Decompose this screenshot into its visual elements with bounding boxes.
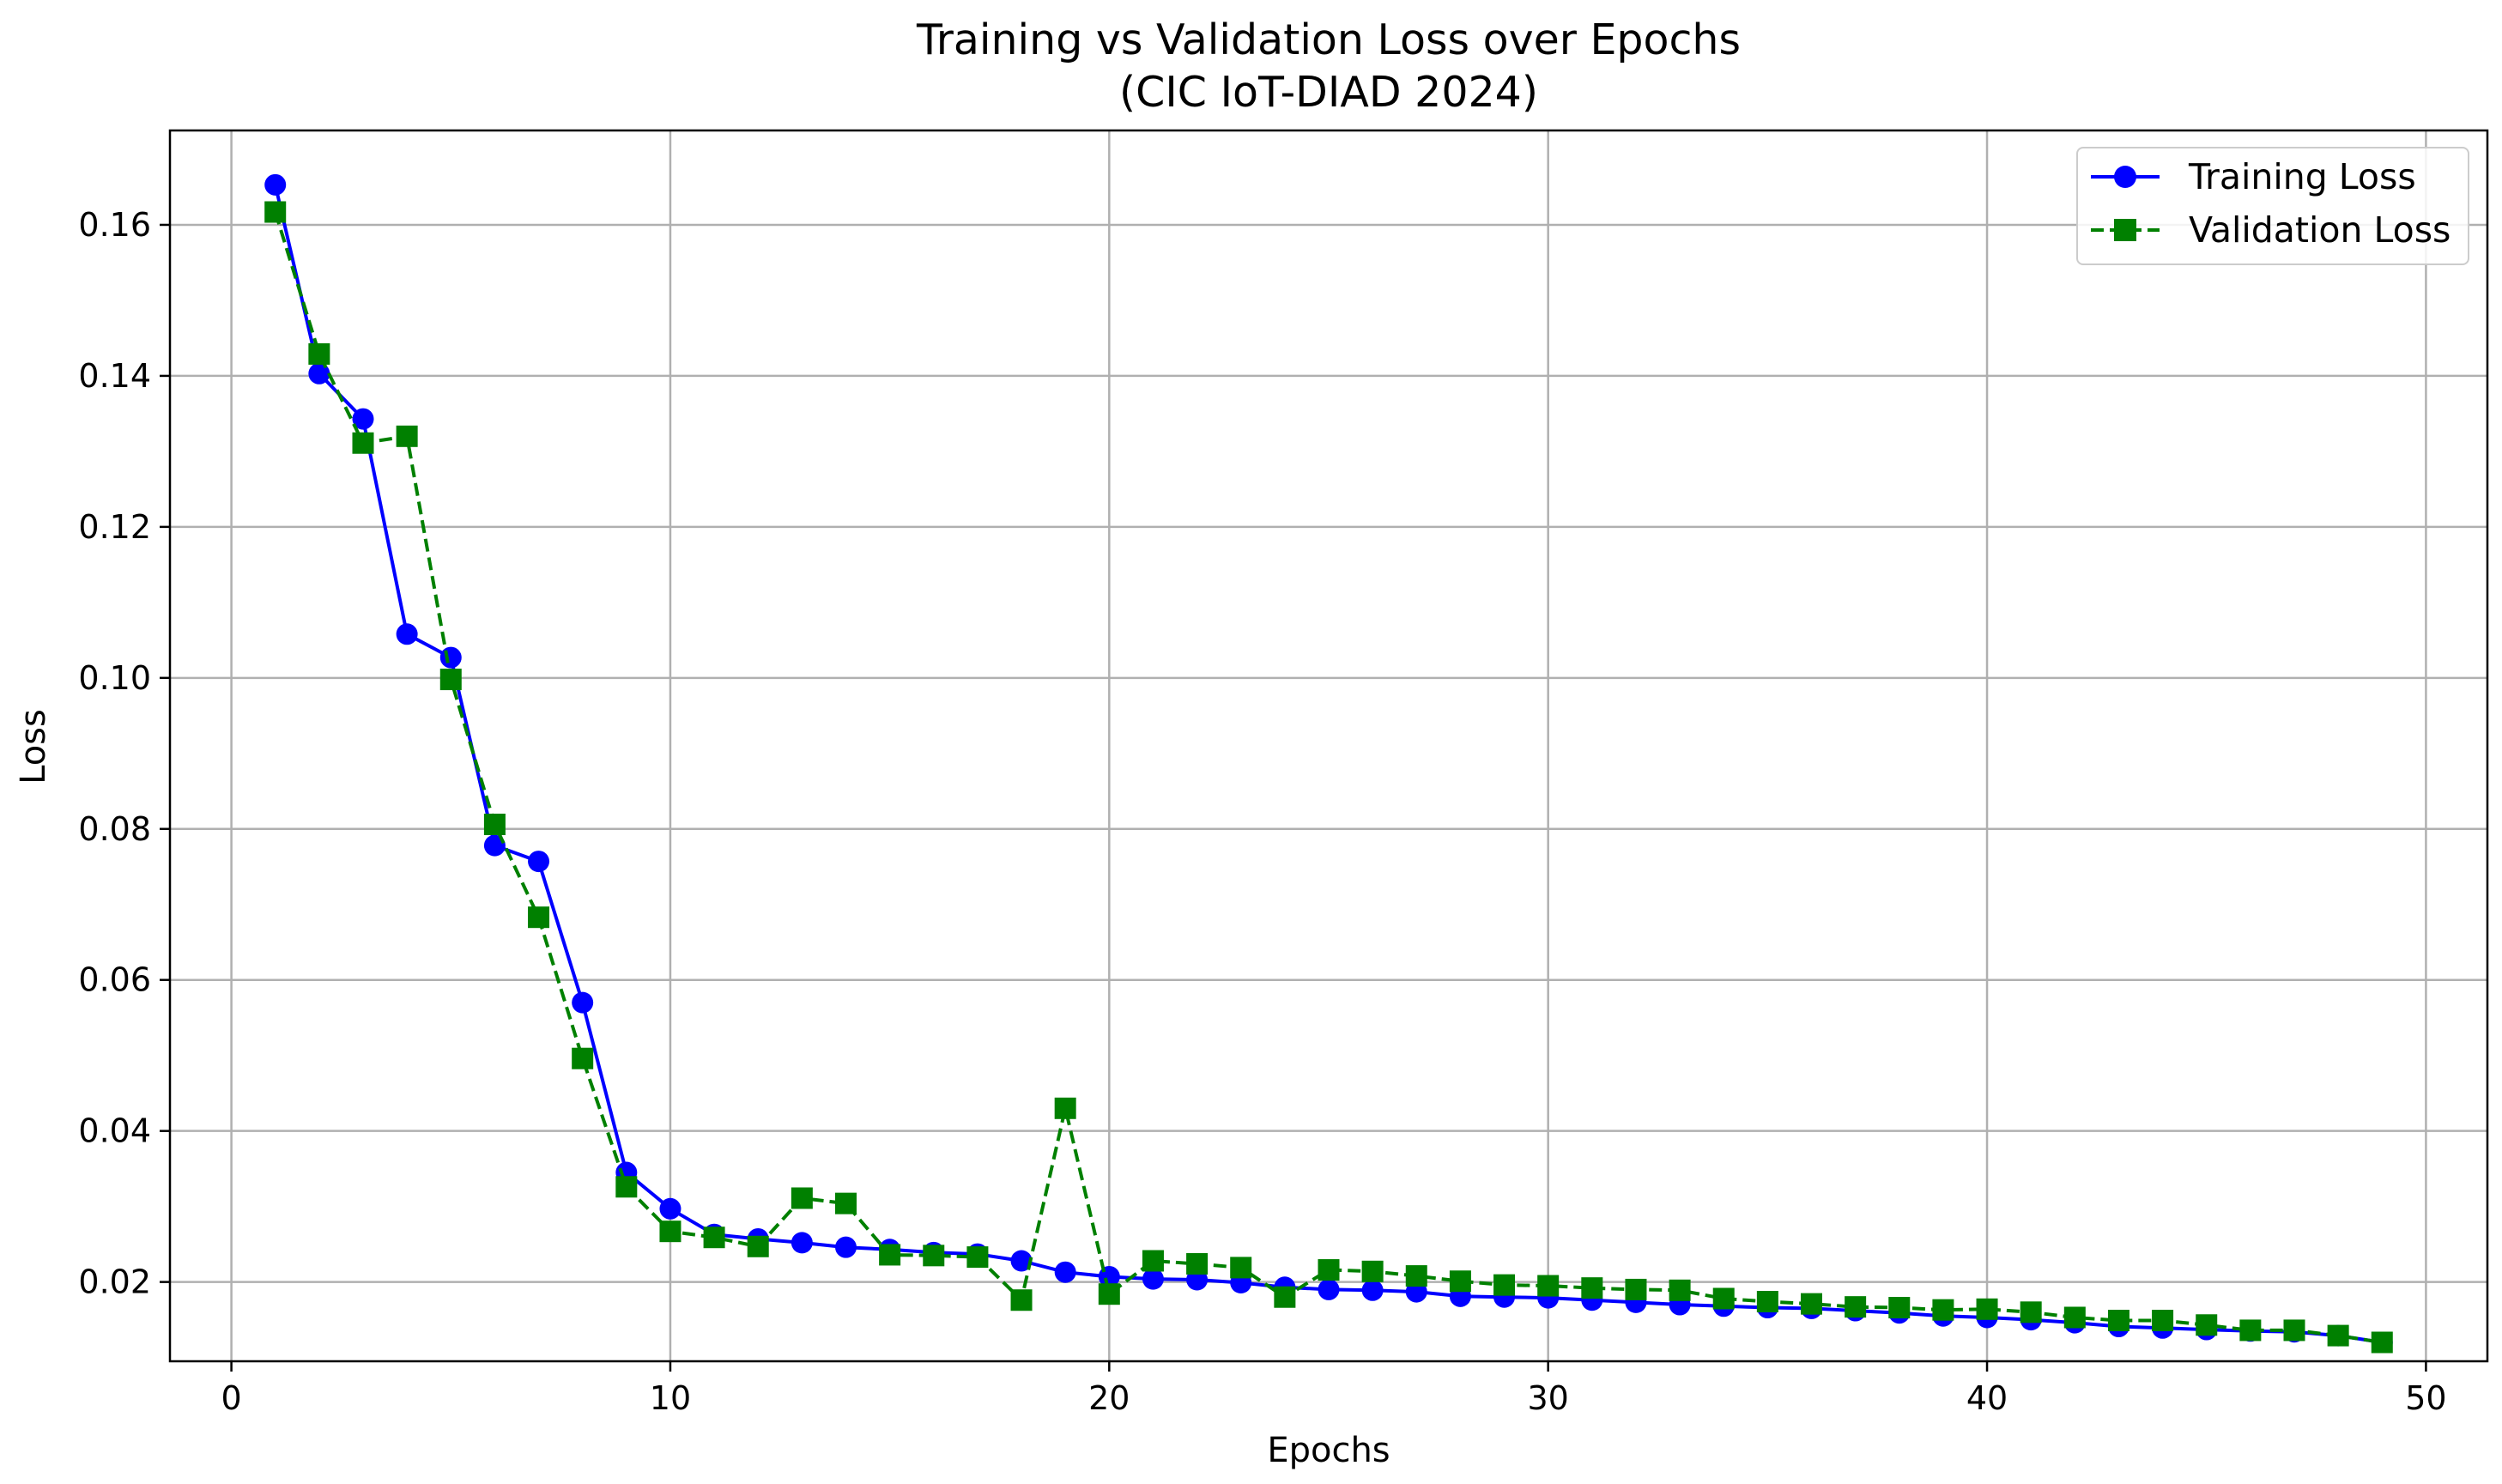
legend-label-validation: Validation Loss [2189, 209, 2451, 251]
data-point [659, 1221, 682, 1243]
data-point [1845, 1296, 1867, 1318]
data-point [1449, 1270, 1471, 1293]
data-point [2063, 1306, 2086, 1329]
data-point [1405, 1265, 1427, 1287]
y-tick-label: 0.16 [78, 206, 151, 244]
series-validation-loss [264, 201, 2393, 1354]
data-point [615, 1176, 638, 1198]
data-point [2283, 1319, 2305, 1342]
data-point [483, 834, 506, 857]
data-point [572, 991, 594, 1014]
y-tick-label: 0.06 [78, 961, 151, 999]
data-point [352, 432, 374, 454]
x-axis-label: Epochs [1267, 1431, 1390, 1470]
x-axis-ticks: 0 10 20 30 40 50 [221, 1361, 2447, 1417]
data-point [1142, 1268, 1164, 1290]
legend-item-validation: Validation Loss [2091, 209, 2451, 251]
data-point [2327, 1324, 2349, 1347]
y-tick-label: 0.14 [78, 357, 151, 395]
data-point [396, 425, 418, 447]
data-point [2239, 1319, 2262, 1342]
data-point [1976, 1298, 1998, 1320]
data-point [2020, 1301, 2042, 1323]
data-point [791, 1232, 813, 1254]
data-point [1801, 1293, 1822, 1315]
data-point [1274, 1286, 1296, 1308]
data-point [1186, 1253, 1209, 1275]
data-point [659, 1197, 682, 1220]
data-point [1230, 1257, 1252, 1279]
data-point [1361, 1260, 1384, 1282]
chart-title: Training vs Validation Loss over Epochs [916, 15, 1741, 64]
legend: Training Loss Validation Loss [2076, 147, 2469, 265]
data-point [1098, 1283, 1120, 1305]
y-tick-label: 0.04 [78, 1112, 151, 1150]
x-tick-label: 40 [1966, 1379, 2008, 1417]
legend-box [2076, 147, 2469, 265]
y-tick-label: 0.02 [78, 1263, 151, 1301]
data-point [703, 1227, 725, 1249]
x-tick-label: 0 [221, 1379, 241, 1417]
data-point [1756, 1290, 1778, 1312]
data-point [1010, 1250, 1033, 1272]
data-point [1318, 1259, 1340, 1281]
x-tick-label: 30 [1528, 1379, 1569, 1417]
data-point [1932, 1299, 1954, 1321]
data-point [528, 851, 550, 873]
y-tick-label: 0.12 [78, 508, 151, 546]
data-point [1669, 1279, 1691, 1301]
data-point [439, 646, 462, 669]
data-point [923, 1245, 945, 1267]
data-point [396, 623, 418, 645]
data-point [1581, 1277, 1603, 1299]
data-point [966, 1246, 989, 1269]
data-point [2152, 1309, 2174, 1331]
data-point [2196, 1314, 2218, 1336]
data-point [1537, 1275, 1560, 1297]
legend-marker-training [2114, 166, 2136, 188]
data-point [1054, 1261, 1076, 1283]
x-tick-label: 10 [650, 1379, 691, 1417]
data-point [1010, 1289, 1033, 1311]
data-point [1712, 1287, 1735, 1310]
data-point [2107, 1309, 2129, 1331]
data-point [264, 201, 287, 223]
data-point [879, 1244, 901, 1266]
data-point [1888, 1297, 1911, 1319]
data-point [439, 669, 462, 691]
data-point [791, 1187, 813, 1209]
plot-area [168, 129, 2489, 1363]
data-point [1625, 1278, 1647, 1300]
chart-subtitle: (CIC IoT-DIAD 2024) [1119, 68, 1538, 117]
y-axis-label: Loss [14, 709, 53, 784]
data-point [572, 1047, 594, 1069]
data-point [1493, 1274, 1516, 1296]
x-tick-label: 50 [2405, 1379, 2446, 1417]
legend-label-training: Training Loss [2188, 156, 2416, 197]
data-point [1361, 1279, 1384, 1301]
x-tick-label: 20 [1088, 1379, 1130, 1417]
data-point [352, 408, 374, 430]
data-point [835, 1192, 857, 1214]
legend-marker-validation [2114, 219, 2136, 241]
data-point [835, 1236, 857, 1258]
data-point [264, 173, 287, 196]
data-point [308, 342, 330, 365]
data-point [1318, 1278, 1340, 1300]
data-point [2371, 1331, 2393, 1354]
data-point [747, 1235, 769, 1257]
data-point [528, 906, 550, 929]
data-point [483, 813, 506, 835]
y-axis-ticks: 0.02 0.04 0.06 0.08 0.10 0.12 0.14 0.16 [78, 206, 170, 1301]
legend-item-training: Training Loss [2091, 156, 2416, 197]
data-point [1054, 1097, 1076, 1119]
grid [170, 130, 2487, 1361]
y-tick-label: 0.10 [78, 659, 151, 697]
y-tick-label: 0.08 [78, 810, 151, 848]
series-layer [264, 173, 2393, 1354]
data-point [1142, 1250, 1164, 1272]
